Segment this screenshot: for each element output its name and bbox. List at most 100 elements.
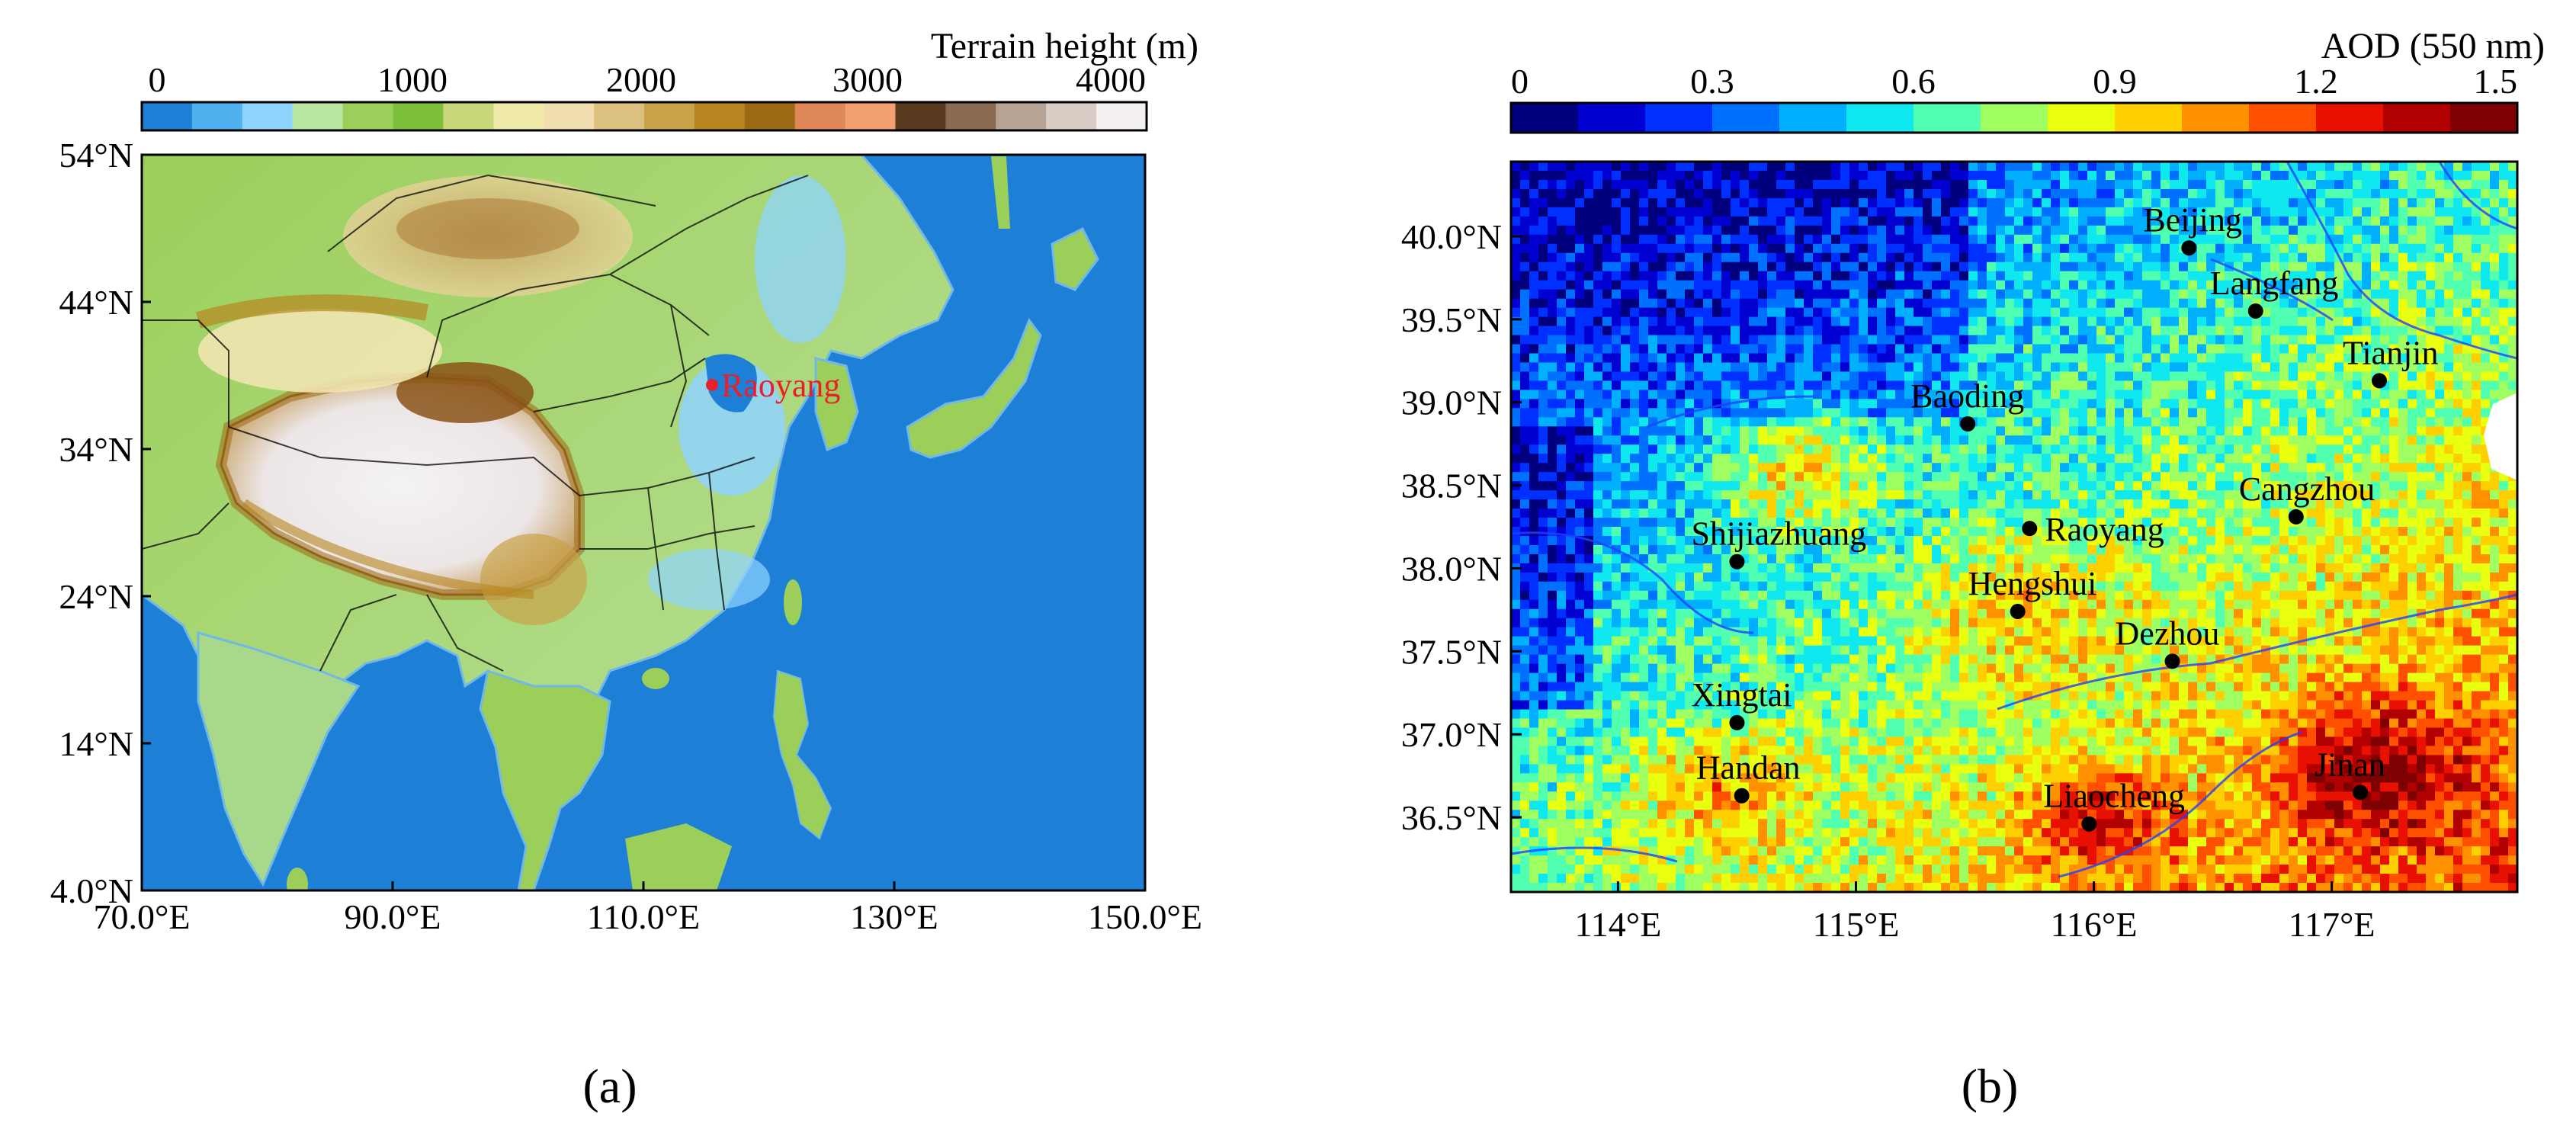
aod-pixel	[2170, 527, 2180, 537]
aod-pixel	[2142, 444, 2152, 454]
aod-pixel	[1804, 225, 1814, 236]
aod-pixel	[1804, 252, 1814, 263]
aod-pixel	[2252, 188, 2262, 199]
aod-pixel	[1740, 426, 1750, 436]
panel-a-label: (a)	[582, 1059, 637, 1113]
aod-pixel	[2161, 472, 2170, 482]
aod-pixel	[2051, 362, 2061, 373]
aod-pixel	[2343, 444, 2353, 454]
aod-pixel	[1529, 344, 1539, 355]
aod-pixel	[1612, 444, 1622, 454]
aod-pixel	[1849, 499, 1859, 509]
aod-pixel	[2408, 188, 2417, 199]
aod-pixel	[1895, 179, 1905, 190]
aod-pixel	[1511, 162, 1521, 172]
aod-pixel	[1575, 553, 1585, 564]
aod-pixel	[2289, 472, 2299, 482]
aod-pixel	[1932, 490, 1942, 500]
aod-pixel	[2307, 509, 2317, 518]
aod-pixel	[1776, 252, 1786, 263]
aod-pixel	[1895, 335, 1905, 345]
aod-pixel	[2499, 326, 2509, 336]
aod-pixel	[1840, 435, 1850, 445]
aod-pixel	[2417, 234, 2427, 245]
aod-pixel	[2151, 380, 2161, 390]
aod-pixel	[2133, 444, 2143, 454]
aod-pixel	[1822, 544, 1832, 555]
aod-pixel	[1923, 188, 1933, 199]
aod-pixel	[1831, 162, 1841, 172]
aod-pixel	[2014, 326, 2024, 336]
aod-pixel	[1767, 380, 1777, 390]
aod-pixel	[2408, 454, 2417, 464]
aod-pixel	[2380, 481, 2390, 491]
aod-pixel	[1996, 162, 2006, 172]
aod-pixel	[2316, 371, 2326, 381]
aod-pixel	[1886, 162, 1896, 172]
aod-pixel	[1557, 298, 1567, 309]
aod-pixel	[2472, 444, 2481, 454]
aod-pixel	[2389, 344, 2399, 355]
aod-pixel	[1685, 454, 1695, 464]
aod-pixel	[1602, 234, 1612, 245]
aod-pixel	[2343, 426, 2353, 436]
aod-pixel	[2380, 225, 2390, 236]
aod-pixel	[2279, 509, 2289, 518]
aod-pixel	[1996, 463, 2006, 473]
aod-pixel	[1758, 535, 1768, 546]
aod-pixel	[1886, 335, 1896, 345]
aod-pixel	[2014, 426, 2024, 436]
aod-pixel	[1795, 408, 1804, 418]
aod-pixel	[1712, 371, 1722, 381]
aod-pixel	[1557, 463, 1567, 473]
aod-pixel	[1840, 535, 1850, 546]
aod-pixel	[1529, 170, 1539, 181]
aod-pixel	[1557, 280, 1567, 290]
aod-pixel	[1996, 353, 2006, 364]
aod-pixel	[1685, 481, 1695, 491]
aod-pixel	[2462, 307, 2472, 318]
aod-pixel	[1731, 261, 1740, 272]
aod-pixel	[2499, 197, 2509, 208]
aod-pixel	[2225, 371, 2234, 381]
aod-pixel	[1776, 271, 1786, 281]
aod-pixel	[2389, 234, 2399, 245]
aod-pixel	[2188, 344, 2198, 355]
aod-pixel	[2051, 207, 2061, 217]
aod-pixel	[1529, 380, 1539, 390]
aod-pixel	[2087, 179, 2097, 190]
aod-pixel	[1584, 353, 1594, 364]
aod-pixel	[2325, 509, 2335, 518]
aod-pixel	[1996, 207, 2006, 217]
aod-pixel	[2472, 271, 2481, 281]
aod-pixel	[2398, 326, 2408, 336]
aod-pixel	[2179, 289, 2189, 300]
aod-pixel	[2490, 252, 2500, 263]
aod-pixel	[1868, 316, 1878, 327]
aod-pixel	[1575, 399, 1585, 409]
aod-pixel	[2106, 390, 2116, 399]
aod-pixel	[1877, 426, 1887, 436]
aod-pixel	[1593, 298, 1603, 309]
aod-pixel	[1612, 252, 1622, 263]
aod-pixel	[2371, 444, 2381, 454]
aod-pixel	[2508, 207, 2517, 217]
aod-pixel	[1804, 509, 1814, 518]
aod-pixel	[1657, 399, 1667, 409]
aod-pixel	[1685, 509, 1695, 518]
aod-pixel	[2005, 472, 2015, 482]
aod-pixel	[1804, 390, 1814, 399]
aod-pixel	[2115, 298, 2125, 309]
aod-pixel	[1667, 216, 1676, 226]
aod-pixel	[2051, 289, 2061, 300]
aod-pixel	[1987, 335, 1997, 345]
aod-pixel	[2188, 179, 2198, 190]
aod-pixel	[2398, 188, 2408, 199]
aod-pixel	[2243, 463, 2253, 473]
aod-pixel	[2508, 535, 2517, 546]
aod-pixel	[1529, 207, 1539, 217]
aod-pixel	[2115, 408, 2125, 418]
aod-pixel	[1795, 344, 1804, 355]
aod-pixel	[2069, 170, 2079, 181]
aod-pixel	[2188, 261, 2198, 272]
